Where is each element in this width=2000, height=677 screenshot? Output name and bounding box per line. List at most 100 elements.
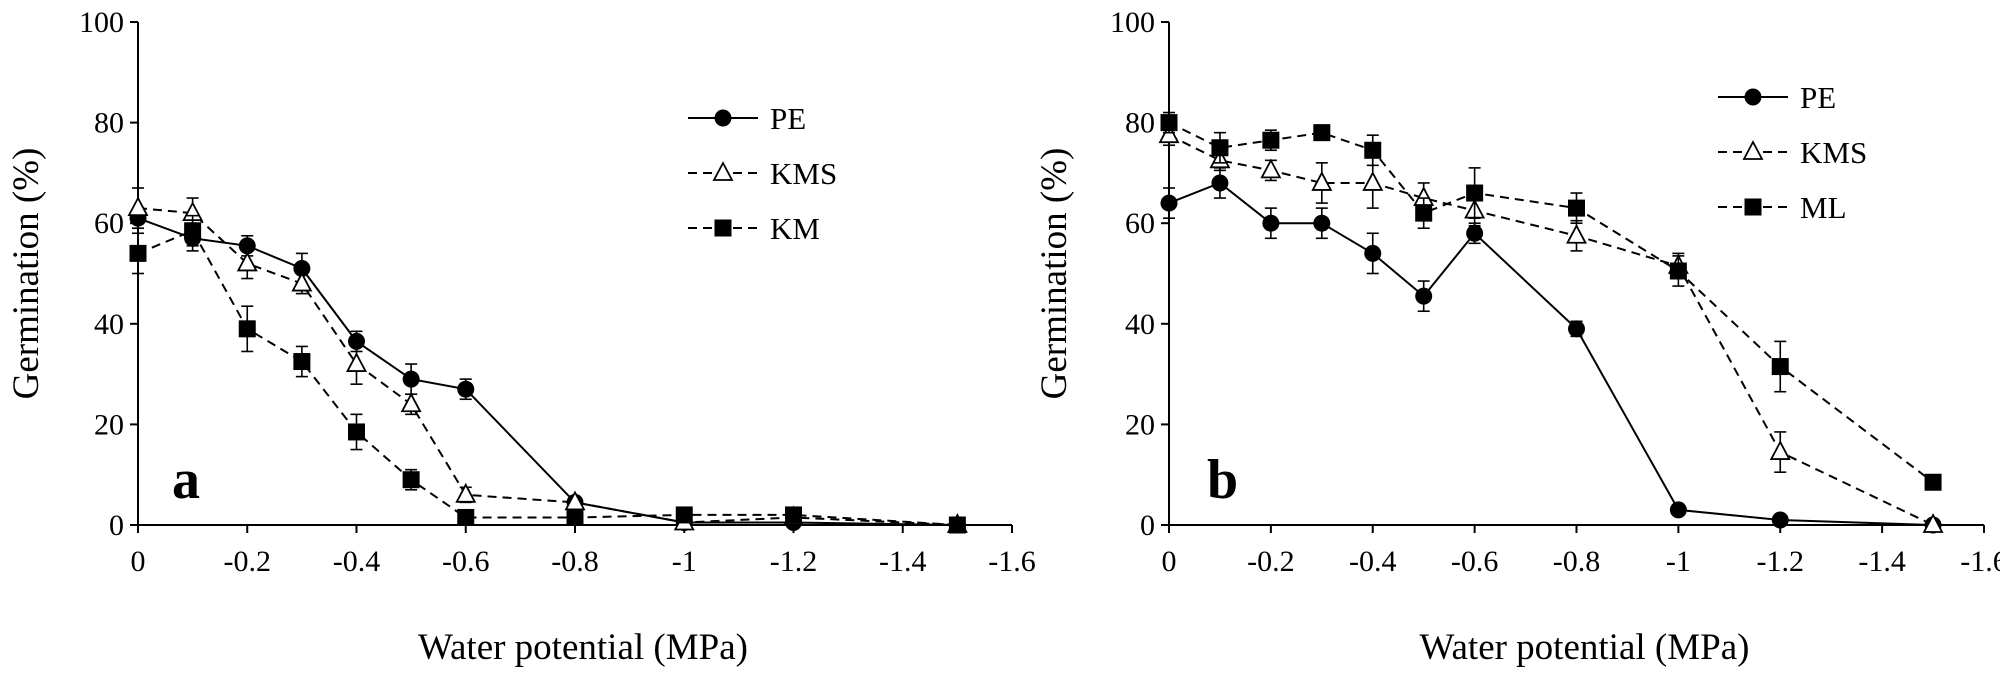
y-axis-title: Germination (%) [1034,148,1075,400]
series-line [137,217,958,526]
series-pe [129,207,966,534]
panel-b: 0 20 40 60 80 100 0 -0.2 -0.4 -0.6 -0.8 -1 -1.2 -1.4 -… [1034,6,2000,668]
x-tick-label: -0.2 [1247,545,1295,578]
y-tick-label: 20 [1125,408,1155,441]
legend-label: ML [1800,190,1847,225]
data-point [1466,184,1484,202]
data-point [1211,174,1229,192]
data-point [457,508,475,526]
data-point [1771,511,1789,529]
x-tick-label: -1.4 [879,545,927,578]
data-point [1415,204,1433,222]
data-point [127,196,149,217]
series-line [1168,121,1934,483]
x-tick-label: 0 [131,545,146,578]
data-point [675,506,693,524]
data-point [1568,199,1585,217]
y-tick-label: 40 [1125,308,1155,341]
series-pe [1160,167,1942,534]
y-tick-label: 0 [1140,509,1155,542]
data-point [785,506,802,524]
legend-marker [1744,88,1762,106]
y-tick-label: 0 [109,509,124,542]
series-kms [127,187,968,533]
data-point [455,482,477,503]
data-point [402,471,420,489]
data-point [293,353,311,371]
data-point [1211,139,1229,157]
series-line [1168,134,1934,526]
x-tick-label: -0.8 [551,545,599,578]
legend-label: KM [770,211,820,246]
series-ml [1160,111,1942,491]
data-point [1364,244,1382,262]
legend-label: PE [770,101,806,136]
data-point [1669,501,1687,519]
data-point [948,516,966,534]
data-point [1466,224,1484,242]
legend-label: KMS [770,156,837,191]
legend-marker [1742,140,1764,160]
data-point [566,508,584,526]
data-point [1262,131,1280,149]
data-point [400,392,422,413]
y-tick-label: 60 [1125,207,1155,240]
series-line [137,207,958,526]
x-tick-label: -1.6 [988,545,1036,578]
y-tick-label: 60 [94,207,124,240]
legend-marker [714,219,732,237]
y-tick-label: 80 [94,107,124,140]
y-axis-title: Germination (%) [6,148,47,400]
y-tick-label: 20 [94,408,124,441]
data-point [1568,320,1585,338]
x-axis-title: Water potential (MPa) [1420,627,1750,668]
x-tick-label: -1.6 [1960,545,2000,578]
x-tick-label: -0.8 [1553,545,1601,578]
data-point [1262,214,1280,232]
series-kms [1158,123,1944,533]
data-point [1260,158,1282,179]
y-tick-label: 100 [79,6,124,39]
legend-marker [712,161,734,181]
data-point [1922,513,1944,533]
data-point [291,271,313,292]
legend-label: KMS [1800,135,1867,170]
data-point [1924,473,1942,491]
data-point [1160,114,1178,132]
data-point [129,244,147,262]
series-line [137,229,958,526]
x-tick-label: -0.6 [442,545,490,578]
data-point [1158,123,1180,144]
data-point [1769,440,1791,460]
panel-letter: b [1207,449,1238,511]
data-point [238,237,256,255]
x-tick-label: -0.4 [333,545,381,578]
data-point [184,222,202,240]
data-point [457,380,475,398]
legend-marker [714,109,732,127]
data-point [1566,223,1587,244]
data-point [1362,171,1384,191]
data-point [1669,262,1687,280]
data-point [1415,287,1433,305]
x-tick-label: -0.4 [1349,545,1397,578]
y-tick-label: 100 [1110,6,1155,39]
data-point [346,352,367,372]
x-axis-title: Water potential (MPa) [418,627,748,668]
y-tick-label: 40 [94,308,124,341]
data-point [1311,171,1333,191]
series-line [1168,181,1934,526]
data-point [1364,141,1382,159]
data-point [1771,358,1789,376]
x-tick-label: -1.2 [770,545,818,578]
x-tick-label: -1 [672,545,697,578]
x-tick-label: -1.2 [1757,545,1805,578]
legend-marker [1744,198,1762,216]
series-km [129,214,966,534]
x-tick-label: 0 [1162,545,1177,578]
x-tick-label: -0.2 [224,545,272,578]
data-point [1160,194,1178,212]
data-point [402,370,420,388]
panel-a: 0 20 40 60 80 100 0 -0.2 -0.4 -0.6 -0.8 -1 -1.2 -1.4 -… [6,6,1036,668]
